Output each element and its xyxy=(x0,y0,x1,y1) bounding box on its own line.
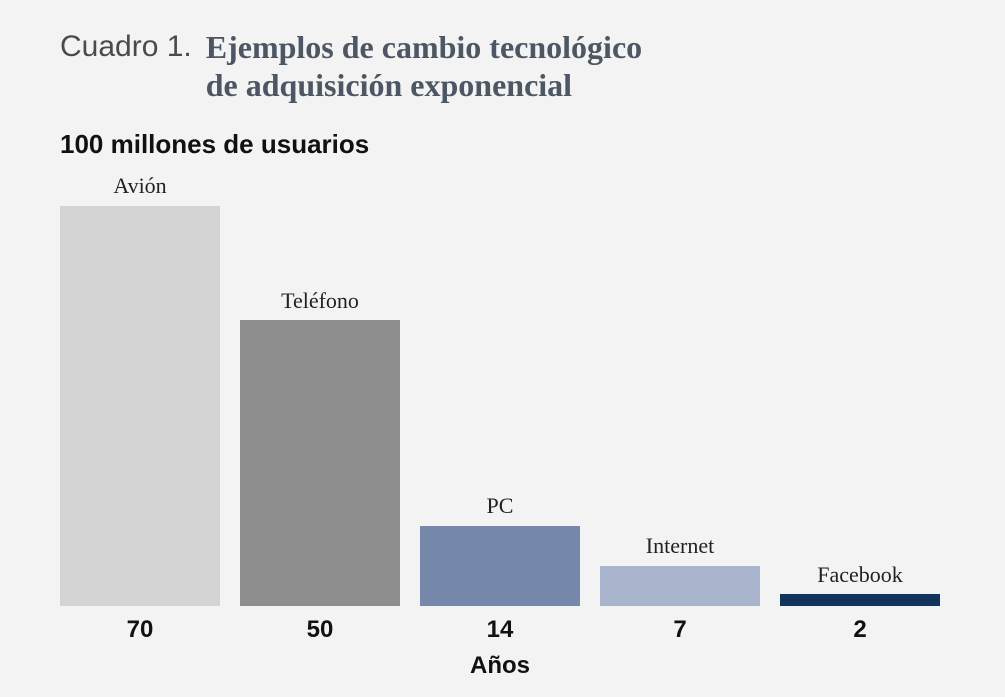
bar-chart: Avión Teléfono PC Internet Facebook xyxy=(60,166,940,606)
bar-label: PC xyxy=(487,493,514,519)
x-axis-title: Años xyxy=(60,652,940,680)
bar-group: Teléfono xyxy=(240,288,400,606)
title-block: Cuadro 1. Ejemplos de cambio tecnológico… xyxy=(60,28,945,105)
chart-subtitle: 100 millones de usuarios xyxy=(60,129,945,160)
bar-value: 50 xyxy=(240,616,400,644)
title-main: Ejemplos de cambio tecnológico de adquis… xyxy=(206,28,642,105)
title-main-line1: Ejemplos de cambio tecnológico xyxy=(206,29,642,65)
bar xyxy=(240,320,400,606)
title-prefix: Cuadro 1. xyxy=(60,28,192,66)
bar-value: 70 xyxy=(60,616,220,644)
bar-label: Internet xyxy=(646,533,714,559)
bar-value: 7 xyxy=(600,616,760,644)
chart-page: Cuadro 1. Ejemplos de cambio tecnológico… xyxy=(0,0,1005,697)
bar-value: 2 xyxy=(780,616,940,644)
bar-group: Avión xyxy=(60,173,220,605)
bar xyxy=(780,594,940,605)
bar-label: Avión xyxy=(113,173,166,199)
bar xyxy=(60,206,220,606)
value-row: 70 50 14 72 xyxy=(60,616,940,644)
bar-group: PC xyxy=(420,493,580,605)
bar xyxy=(420,526,580,606)
bar xyxy=(600,566,760,606)
bar-label: Facebook xyxy=(817,562,903,588)
bar-group: Internet xyxy=(600,533,760,605)
bar-group: Facebook xyxy=(780,562,940,606)
bar-value: 14 xyxy=(420,616,580,644)
title-main-line2: de adquisición exponencial xyxy=(206,67,572,103)
bar-label: Teléfono xyxy=(281,288,359,314)
